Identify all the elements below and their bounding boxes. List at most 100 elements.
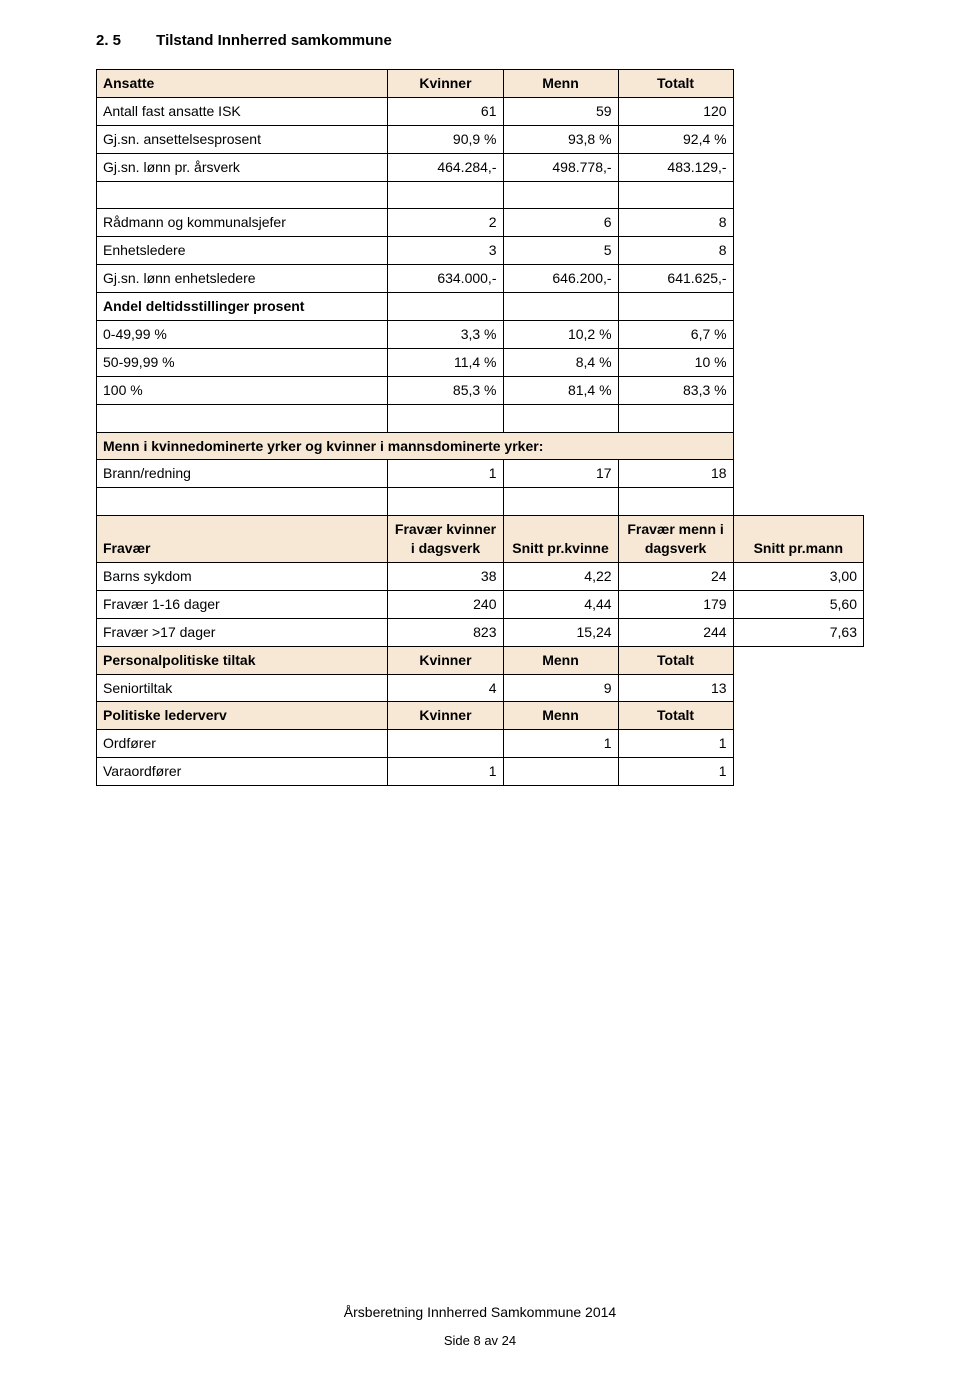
row-cell: 483.129,- xyxy=(618,153,733,181)
row-label: Enhetsledere xyxy=(97,237,388,265)
row-cell: 9 xyxy=(503,674,618,702)
row-cell xyxy=(503,758,618,786)
row-cell: 3,00 xyxy=(733,563,863,591)
table-row: 50-99,99 %11,4 %8,4 %10 % xyxy=(97,348,864,376)
blank-cell xyxy=(503,404,618,432)
blank-cell xyxy=(503,488,618,516)
table-row: 100 %85,3 %81,4 %83,3 % xyxy=(97,376,864,404)
table-row xyxy=(97,404,864,432)
row-cell: 8,4 % xyxy=(503,348,618,376)
row-header: Kvinner xyxy=(388,702,503,730)
blank-cell xyxy=(618,404,733,432)
row-cell: 38 xyxy=(388,563,503,591)
row-cell: 240 xyxy=(388,590,503,618)
table-row: Seniortiltak4913 xyxy=(97,674,864,702)
row-cell: 179 xyxy=(618,590,733,618)
table-row: Brann/redning11718 xyxy=(97,460,864,488)
row-label: Antall fast ansatte ISK xyxy=(97,97,388,125)
blank-cell xyxy=(97,404,388,432)
table-row: Menn i kvinnedominerte yrker og kvinner … xyxy=(97,432,864,460)
row-cell: 93,8 % xyxy=(503,125,618,153)
row-cell: 1 xyxy=(618,758,733,786)
blank-cell xyxy=(388,488,503,516)
blank-cell xyxy=(618,488,733,516)
row-header: Fravær kvinner i dagsverk xyxy=(388,516,503,563)
main-table: AnsatteKvinnerMennTotaltAntall fast ansa… xyxy=(96,69,864,786)
row-cell: 17 xyxy=(503,460,618,488)
row-cell: 5 xyxy=(503,237,618,265)
row-label: Ansatte xyxy=(97,70,388,98)
row-cell: 92,4 % xyxy=(618,125,733,153)
row-header: Kvinner xyxy=(388,646,503,674)
table-row: Gj.sn. ansettelsesprosent90,9 %93,8 %92,… xyxy=(97,125,864,153)
row-header: Snitt pr.kvinne xyxy=(503,516,618,563)
heading-title: Tilstand Innherred samkommune xyxy=(156,32,392,49)
footer-doc-title: Årsberetning Innherred Samkommune 2014 xyxy=(0,1304,960,1320)
row-label: Fravær >17 dager xyxy=(97,618,388,646)
row-cell: 1 xyxy=(388,460,503,488)
row-header: Menn xyxy=(503,70,618,98)
row-cell: 81,4 % xyxy=(503,376,618,404)
row-label: 100 % xyxy=(97,376,388,404)
table-row: Fravær 1-16 dager2404,441795,60 xyxy=(97,590,864,618)
row-header: Menn xyxy=(503,702,618,730)
table-row: Enhetsledere358 xyxy=(97,237,864,265)
row-label: 0-49,99 % xyxy=(97,321,388,349)
row-cell: 2 xyxy=(388,209,503,237)
row-cell: 1 xyxy=(618,730,733,758)
table-row: Andel deltidsstillinger prosent xyxy=(97,293,864,321)
table-row: Gj.sn. lønn pr. årsverk464.284,-498.778,… xyxy=(97,153,864,181)
row-cell: 8 xyxy=(618,209,733,237)
table-row: Politiske ledervervKvinnerMennTotalt xyxy=(97,702,864,730)
row-header: Fravær menn i dagsverk xyxy=(618,516,733,563)
row-cell xyxy=(388,293,503,321)
row-label: Barns sykdom xyxy=(97,563,388,591)
table-row: Antall fast ansatte ISK6159120 xyxy=(97,97,864,125)
footer-page-label: Side 8 av 24 xyxy=(0,1333,960,1348)
row-header: Totalt xyxy=(618,70,733,98)
row-span-header: Menn i kvinnedominerte yrker og kvinner … xyxy=(97,432,734,460)
row-cell: 83,3 % xyxy=(618,376,733,404)
row-label: Brann/redning xyxy=(97,460,388,488)
row-cell: 85,3 % xyxy=(388,376,503,404)
blank-cell xyxy=(97,488,388,516)
row-cell: 8 xyxy=(618,237,733,265)
table-row: AnsatteKvinnerMennTotalt xyxy=(97,70,864,98)
table-row xyxy=(97,181,864,209)
row-cell: 61 xyxy=(388,97,503,125)
row-cell: 244 xyxy=(618,618,733,646)
row-label: Fravær xyxy=(97,516,388,563)
blank-cell xyxy=(388,181,503,209)
row-cell: 3 xyxy=(388,237,503,265)
row-cell: 10,2 % xyxy=(503,321,618,349)
table-row: Varaordfører11 xyxy=(97,758,864,786)
row-cell: 498.778,- xyxy=(503,153,618,181)
row-label: Gj.sn. ansettelsesprosent xyxy=(97,125,388,153)
table-row: Barns sykdom384,22243,00 xyxy=(97,563,864,591)
table-row: Fravær >17 dager82315,242447,63 xyxy=(97,618,864,646)
row-label: Andel deltidsstillinger prosent xyxy=(97,293,388,321)
table-row: 0-49,99 %3,3 %10,2 %6,7 % xyxy=(97,321,864,349)
row-label: Personalpolitiske tiltak xyxy=(97,646,388,674)
row-cell: 464.284,- xyxy=(388,153,503,181)
row-cell: 4,22 xyxy=(503,563,618,591)
row-header: Totalt xyxy=(618,702,733,730)
blank-cell xyxy=(618,181,733,209)
row-label: 50-99,99 % xyxy=(97,348,388,376)
row-cell: 646.200,- xyxy=(503,265,618,293)
row-cell: 59 xyxy=(503,97,618,125)
row-label: Varaordfører xyxy=(97,758,388,786)
row-cell: 5,60 xyxy=(733,590,863,618)
row-label: Gj.sn. lønn pr. årsverk xyxy=(97,153,388,181)
table-row: Rådmann og kommunalsjefer268 xyxy=(97,209,864,237)
row-cell: 1 xyxy=(503,730,618,758)
row-header: Kvinner xyxy=(388,70,503,98)
row-cell: 3,3 % xyxy=(388,321,503,349)
row-cell: 120 xyxy=(618,97,733,125)
row-label: Ordfører xyxy=(97,730,388,758)
table-row: Gj.sn. lønn enhetsledere634.000,-646.200… xyxy=(97,265,864,293)
row-cell xyxy=(618,293,733,321)
row-cell: 634.000,- xyxy=(388,265,503,293)
row-cell: 6 xyxy=(503,209,618,237)
row-cell: 4 xyxy=(388,674,503,702)
